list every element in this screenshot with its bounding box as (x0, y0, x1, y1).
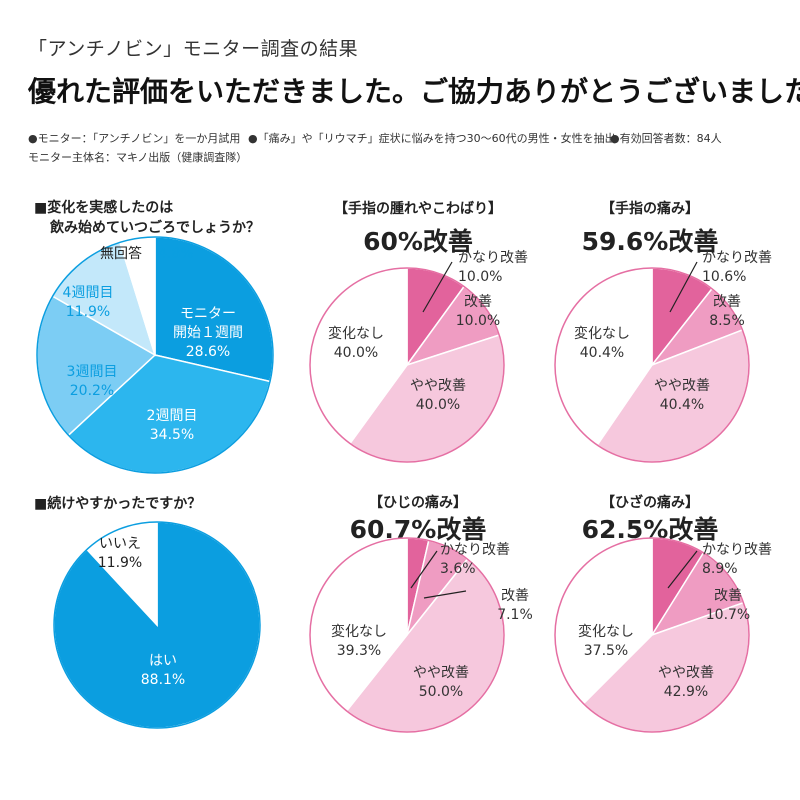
slice-label: 40.4% (580, 345, 624, 361)
slice-label: 88.1% (141, 672, 185, 688)
slice-label: 改善 (464, 294, 492, 310)
leader-line (423, 590, 467, 599)
leader-line (410, 550, 438, 589)
slice-label: 8.9% (702, 561, 738, 577)
slice-label: 11.9% (66, 304, 110, 320)
pie-outline (36, 236, 274, 474)
leader-line (667, 550, 698, 589)
chart-title-knee-pain: 【ひざの痛み】 (601, 495, 699, 511)
slice-label: はい (149, 653, 177, 669)
slice-label: かなり改善 (702, 250, 772, 266)
slice-label: 2週間目 (147, 408, 198, 424)
note-monitor: ●モニター：「アンチノビン」を一か月試用 (28, 132, 241, 145)
slice-label: 37.5% (584, 643, 628, 659)
pie-outline (554, 267, 750, 463)
slice-label: モニター (180, 306, 236, 322)
slice-label: 11.9% (98, 555, 142, 571)
slice-label: 3.6% (440, 561, 476, 577)
slice-label: やや改善 (654, 378, 710, 394)
slice-label: かなり改善 (702, 542, 772, 558)
question-1-line2: 飲み始めていつごろでしょうか？ (50, 220, 260, 236)
leader-line (669, 261, 698, 313)
question-1-line1: ■変化を実感したのは (34, 200, 174, 216)
slice-label: 8.5% (709, 313, 745, 329)
slice-label: 変化なし (328, 325, 384, 342)
note-target: ●「痛み」や「リウマチ」症状に悩みを持つ30〜60代の男性・女性を抽出 (248, 132, 616, 145)
chart-summary-finger-swelling: 60%改善 (363, 227, 473, 256)
slice-label: 開始１週間 (173, 325, 243, 341)
slice-label: 42.9% (664, 684, 708, 700)
slice-label: やや改善 (413, 665, 469, 681)
slice-label: 変化なし (331, 623, 387, 640)
slice-label: かなり改善 (440, 542, 510, 558)
slice-label: 変化なし (578, 623, 634, 640)
slice-label: 34.5% (150, 427, 194, 443)
slice-label: 4週間目 (63, 285, 114, 301)
slice-label: 改善 (713, 294, 741, 310)
slice-label: 改善 (714, 588, 742, 604)
slice-label: 39.3% (337, 643, 381, 659)
pie-outline (554, 537, 750, 733)
slice-label: 50.0% (419, 684, 463, 700)
slice-label: 28.6% (186, 344, 230, 360)
slice-label: 7.1% (497, 607, 533, 623)
pie-outline (309, 537, 505, 733)
slice-label: 3週間目 (67, 364, 118, 380)
page-subtitle: 「アンチノビン」モニター調査の結果 (28, 38, 359, 60)
leader-line (422, 261, 453, 313)
slice-label: 10.7% (706, 607, 750, 623)
question-2: ■続けやすかったですか？ (34, 496, 202, 512)
slice-label: やや改善 (658, 665, 714, 681)
slice-label: いいえ (99, 536, 141, 552)
note-respondents: ●有効回答者数：84人 (610, 132, 722, 145)
slice-label: 10.0% (458, 269, 502, 285)
slice-label: 無回答 (100, 245, 142, 262)
slice-label: 10.6% (702, 269, 746, 285)
slice-label: 改善 (501, 588, 529, 604)
slice-label: 20.2% (70, 383, 114, 399)
slice-label: 40.4% (660, 397, 704, 413)
note-organizer: モニター主体名：マキノ出版（健康調査隊） (28, 151, 248, 164)
page-headline: 優れた評価をいただきました。ご協力ありがとうございました。 (28, 75, 800, 108)
chart-summary-finger-pain: 59.6%改善 (581, 227, 719, 256)
slice-label: かなり改善 (458, 250, 528, 266)
slice-label: やや改善 (410, 378, 466, 394)
slice-value: 4.8% (158, 246, 194, 262)
slice-label: 変化なし (574, 325, 630, 342)
slice-label: 40.0% (334, 345, 378, 361)
chart-title-elbow-pain: 【ひじの痛み】 (369, 495, 467, 511)
pie-outline (53, 521, 261, 729)
pie-outline (309, 267, 505, 463)
chart-title-finger-pain: 【手指の痛み】 (601, 201, 699, 217)
chart-title-finger-swelling: 【手指の腫れやこわばり】 (334, 201, 502, 217)
slice-label: 10.0% (456, 313, 500, 329)
slice-label: 40.0% (416, 397, 460, 413)
